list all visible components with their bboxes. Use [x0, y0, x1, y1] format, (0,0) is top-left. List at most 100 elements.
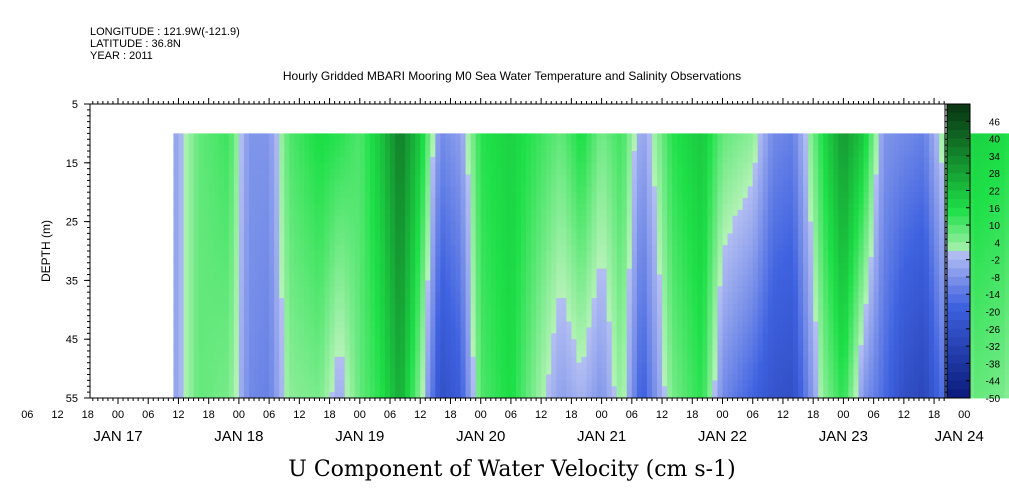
- heatmap-cell: [546, 168, 552, 175]
- heatmap-cell: [274, 156, 280, 164]
- heatmap-cell: [667, 292, 673, 299]
- heatmap-cell: [641, 274, 648, 281]
- heatmap-cell: [526, 227, 532, 234]
- heatmap-cell: [641, 245, 648, 252]
- heatmap-cell: [369, 227, 376, 234]
- heatmap-cell: [415, 139, 421, 146]
- heatmap-cell: [677, 209, 683, 217]
- heatmap-cell: [223, 298, 230, 305]
- heatmap-cell: [213, 256, 220, 264]
- heatmap-cell: [626, 139, 633, 146]
- heatmap-cell: [349, 368, 356, 375]
- heatmap-cell: [536, 239, 542, 246]
- heatmap-cell: [702, 192, 708, 199]
- heatmap-cell: [445, 362, 451, 369]
- heatmap-cell: [420, 233, 426, 240]
- heatmap-cell: [304, 392, 310, 399]
- heatmap-cell: [667, 380, 673, 387]
- heatmap-cell: [470, 186, 477, 193]
- heatmap-cell: [667, 239, 673, 246]
- heatmap-cell: [596, 145, 602, 152]
- heatmap-cell: [722, 174, 728, 181]
- heatmap-cell: [284, 174, 290, 181]
- heatmap-cell: [339, 198, 346, 205]
- heatmap-cell: [314, 162, 320, 170]
- heatmap-cell: [289, 139, 295, 146]
- heatmap-cell: [294, 268, 300, 275]
- heatmap-cell: [707, 368, 713, 375]
- heatmap-cell: [369, 350, 376, 358]
- heatmap-cell: [279, 145, 285, 152]
- heatmap-cell: [405, 368, 411, 375]
- heatmap-cell: [279, 162, 285, 170]
- heatmap-cell: [606, 192, 613, 199]
- heatmap-cell: [551, 333, 557, 340]
- heatmap-cell: [344, 321, 351, 328]
- heatmap-cell: [349, 356, 356, 364]
- heatmap-cell: [445, 286, 451, 293]
- heatmap-cell: [384, 286, 391, 293]
- heatmap-cell: [500, 380, 507, 387]
- heatmap-cell: [274, 362, 280, 369]
- heatmap-cell: [727, 221, 733, 228]
- heatmap-cell: [682, 268, 688, 275]
- heatmap-cell: [475, 239, 482, 246]
- heatmap-cell: [485, 186, 492, 193]
- heatmap-cell: [586, 256, 592, 264]
- heatmap-cell: [611, 209, 618, 217]
- heatmap-cell: [515, 251, 522, 258]
- heatmap-cell: [400, 256, 406, 264]
- heatmap-cell: [480, 145, 487, 152]
- heatmap-cell: [606, 168, 613, 175]
- heatmap-cell: [440, 268, 446, 275]
- heatmap-cell: [521, 251, 527, 258]
- heatmap-cell: [561, 333, 567, 340]
- heatmap-cell: [364, 262, 371, 270]
- heatmap-cell: [601, 245, 608, 252]
- heatmap-cell: [395, 233, 401, 240]
- heatmap-cell: [556, 292, 562, 299]
- heatmap-cell: [692, 186, 698, 193]
- heatmap-cell: [500, 203, 507, 211]
- heatmap-cell: [546, 233, 552, 240]
- heatmap-cell: [349, 145, 356, 152]
- heatmap-cell: [450, 356, 456, 364]
- heatmap-cell: [561, 168, 567, 175]
- heatmap-cell: [657, 327, 663, 334]
- heatmap-cell: [556, 268, 562, 275]
- heatmap-cell: [410, 245, 416, 252]
- heatmap-cell: [319, 256, 325, 264]
- heatmap-cell: [455, 133, 461, 140]
- heatmap-cell: [243, 233, 250, 240]
- heatmap-cell: [248, 221, 255, 228]
- heatmap-cell: [531, 221, 537, 228]
- heatmap-cell: [490, 268, 497, 275]
- heatmap-cell: [596, 339, 602, 346]
- heatmap-cell: [465, 162, 472, 170]
- heatmap-cell: [485, 280, 492, 287]
- heatmap-cell: [269, 345, 275, 352]
- heatmap-cell: [515, 339, 522, 346]
- heatmap-cell: [727, 350, 733, 358]
- heatmap-cell: [490, 345, 497, 352]
- heatmap-cell: [616, 380, 623, 387]
- heatmap-cell: [248, 203, 255, 211]
- heatmap-cell: [682, 233, 688, 240]
- heatmap-cell: [531, 227, 537, 234]
- heatmap-cell: [440, 321, 446, 328]
- heatmap-cell: [405, 256, 411, 264]
- heatmap-cell: [596, 392, 602, 399]
- heatmap-cell: [238, 162, 245, 170]
- heatmap-cell: [591, 350, 597, 358]
- heatmap-cell: [475, 262, 482, 270]
- heatmap-cell: [349, 280, 356, 287]
- heatmap-cell: [631, 262, 638, 270]
- heatmap-cell: [324, 362, 330, 369]
- heatmap-cell: [279, 286, 285, 293]
- heatmap-cell: [667, 209, 673, 217]
- heatmap-cell: [440, 209, 446, 217]
- heatmap-cell: [430, 145, 436, 152]
- heatmap-cell: [274, 274, 280, 281]
- heatmap-cell: [601, 156, 608, 164]
- heatmap-cell: [354, 274, 361, 281]
